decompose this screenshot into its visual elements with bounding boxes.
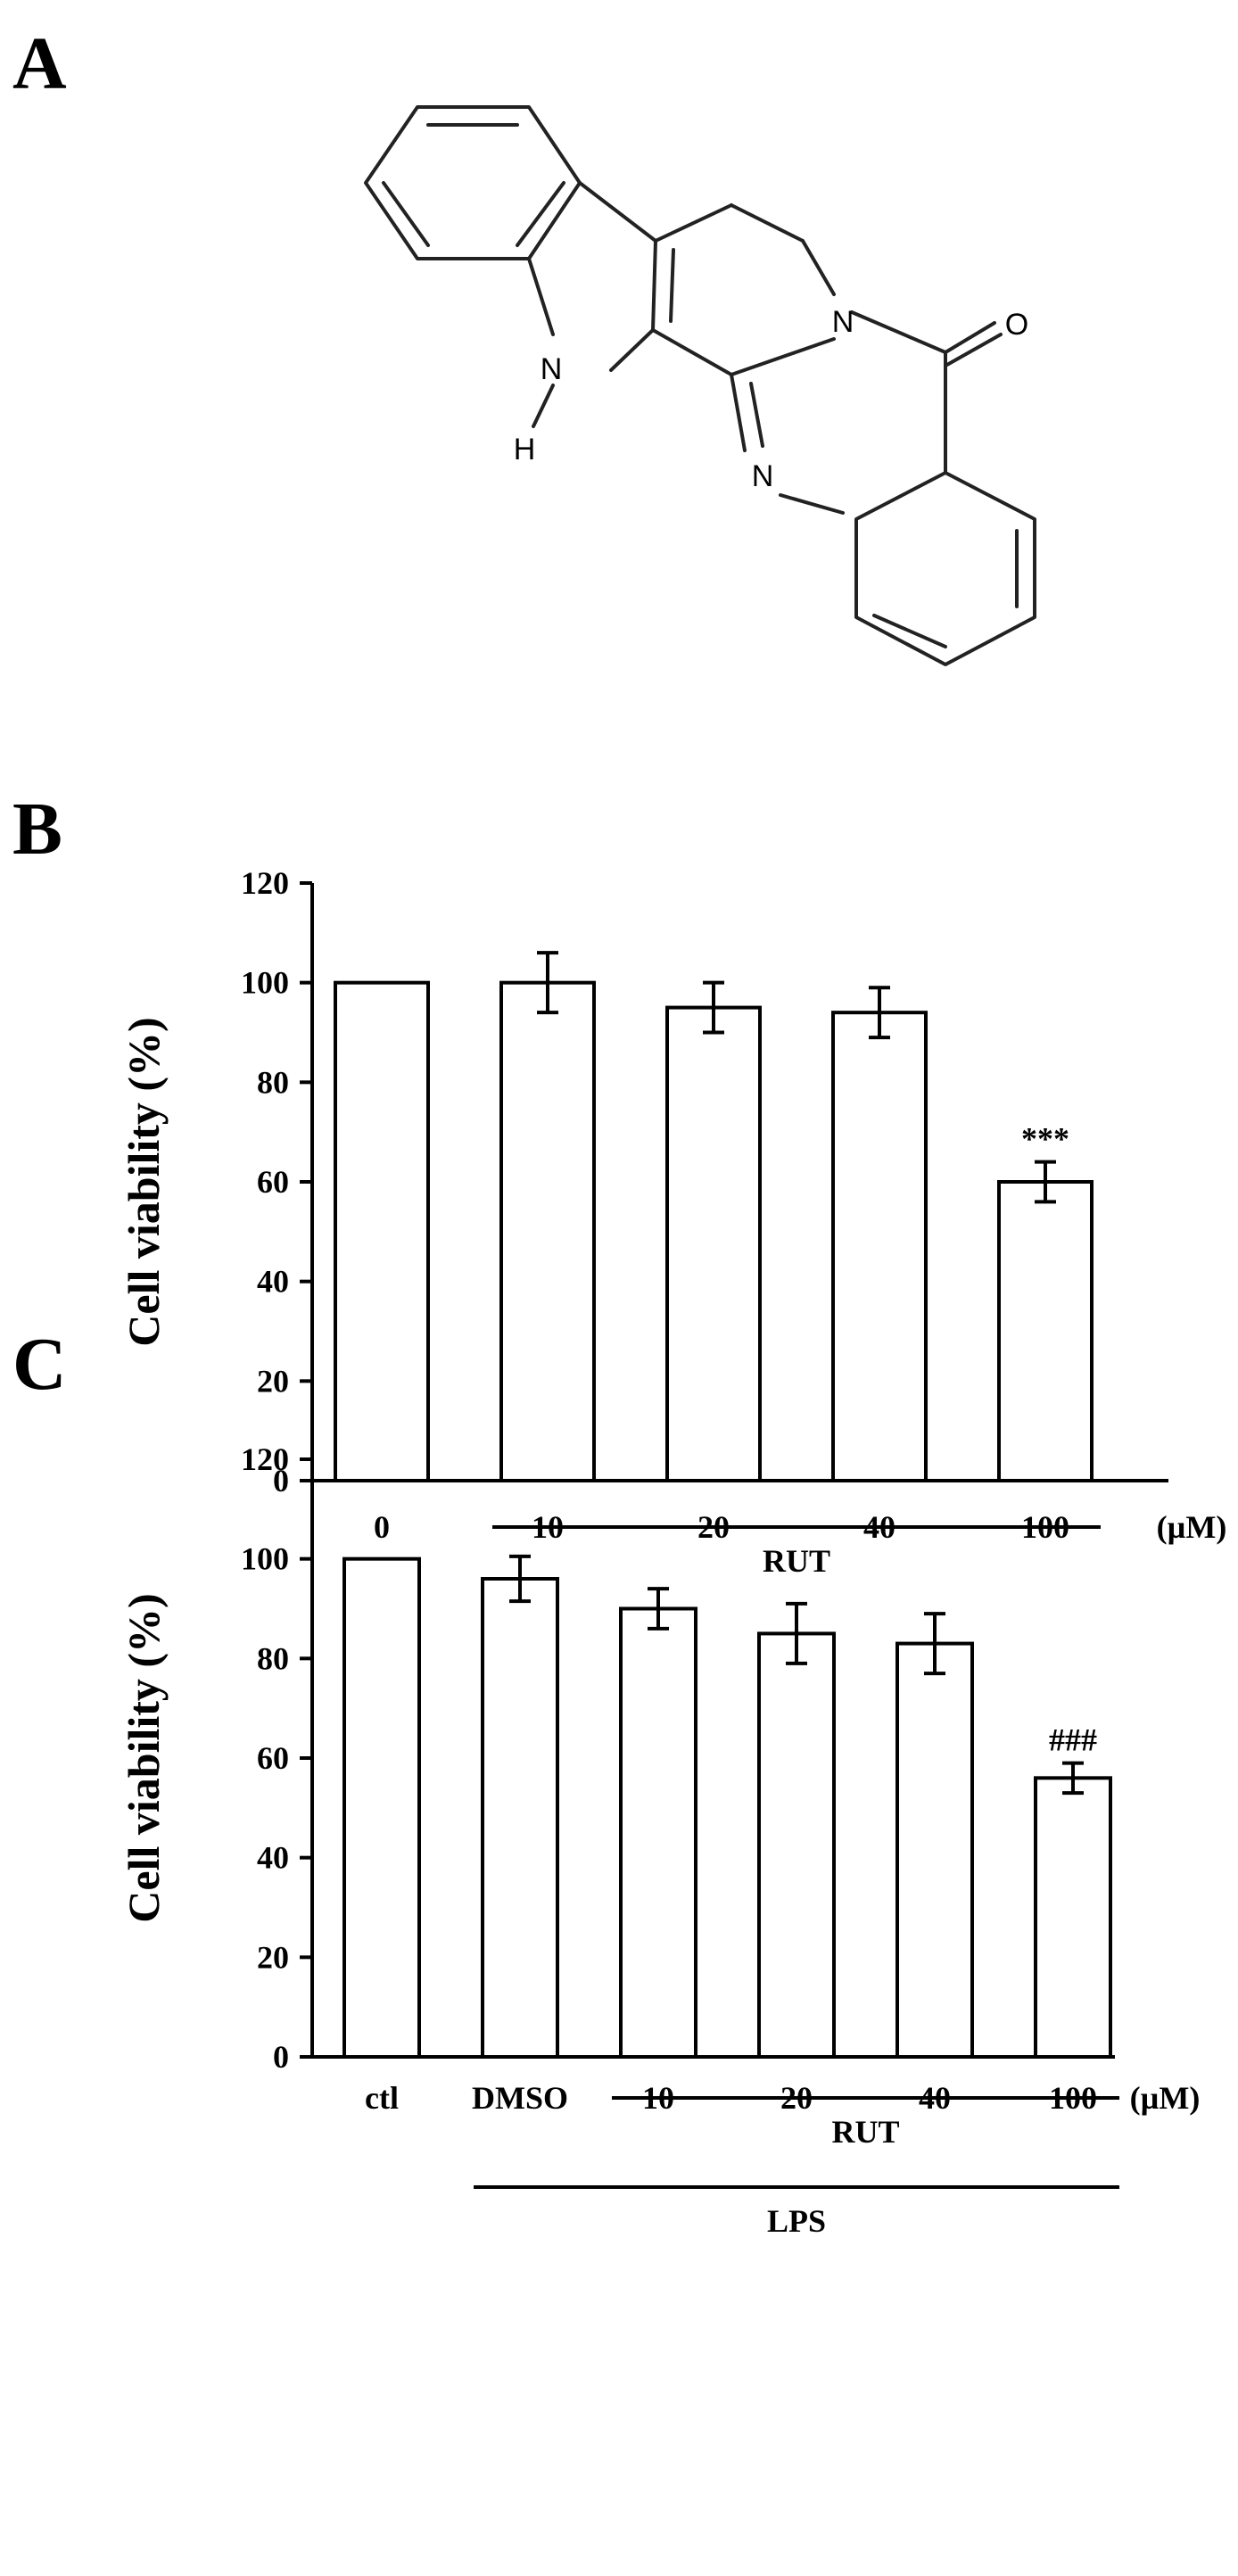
significance-label: ###	[1049, 1722, 1097, 1758]
group-label: RUT	[831, 2114, 899, 2150]
bar	[1034, 1776, 1112, 2060]
y-tick-label: 0	[273, 2039, 289, 2075]
y-tick-label: 120	[241, 1441, 289, 1477]
bar	[343, 1556, 421, 2059]
y-tick-label: 80	[257, 1064, 289, 1100]
bar	[895, 1641, 974, 2060]
quinazolinone-benzene-ring	[854, 471, 1036, 666]
x-tick-label: ctl	[365, 2080, 399, 2116]
y-tick-label: 100	[241, 965, 289, 1001]
bar	[757, 1631, 836, 2059]
y-axis-title: Cell viability (%)	[119, 1593, 169, 1922]
group-label: LPS	[767, 2203, 826, 2239]
x-tick-label: DMSO	[472, 2080, 568, 2116]
bar	[334, 980, 430, 1482]
atom-n-amide: N	[832, 305, 854, 339]
significance-label: ***	[1021, 1121, 1069, 1157]
bar	[997, 1180, 1094, 1482]
y-tick-label: 40	[257, 1264, 289, 1300]
bar	[665, 1005, 762, 1483]
group-label: RUT	[763, 1543, 830, 1579]
y-axis-title: Cell viability (%)	[119, 1017, 169, 1346]
panel-label-b: B	[12, 788, 63, 871]
y-tick-label: 80	[257, 1640, 289, 1676]
y-tick-label: 100	[241, 1541, 289, 1577]
y-tick-label: 120	[241, 865, 289, 901]
bar	[499, 980, 596, 1482]
atom-h: H	[514, 433, 536, 466]
panel-label-c: C	[12, 1323, 67, 1406]
y-tick-label: 20	[257, 1363, 289, 1399]
y-tick-label: 0	[273, 1463, 289, 1499]
y-tick-label: 20	[257, 1939, 289, 1975]
y-tick-label: 60	[257, 1164, 289, 1200]
unit-label: (µM)	[1130, 2080, 1201, 2116]
atom-n-indole: N	[541, 352, 563, 386]
molecule-structure: N H N O N	[364, 105, 1036, 666]
bar	[831, 1011, 928, 1482]
bar	[481, 1577, 559, 2059]
unit-label: (µM)	[1157, 1509, 1227, 1545]
y-tick-label: 40	[257, 1840, 289, 1876]
panel-label-a: A	[12, 22, 67, 105]
bar	[619, 1606, 697, 2059]
atom-o: O	[1005, 308, 1028, 342]
x-tick-label: 0	[374, 1509, 390, 1545]
y-tick-label: 60	[257, 1740, 289, 1776]
atom-n-imine: N	[752, 459, 774, 493]
